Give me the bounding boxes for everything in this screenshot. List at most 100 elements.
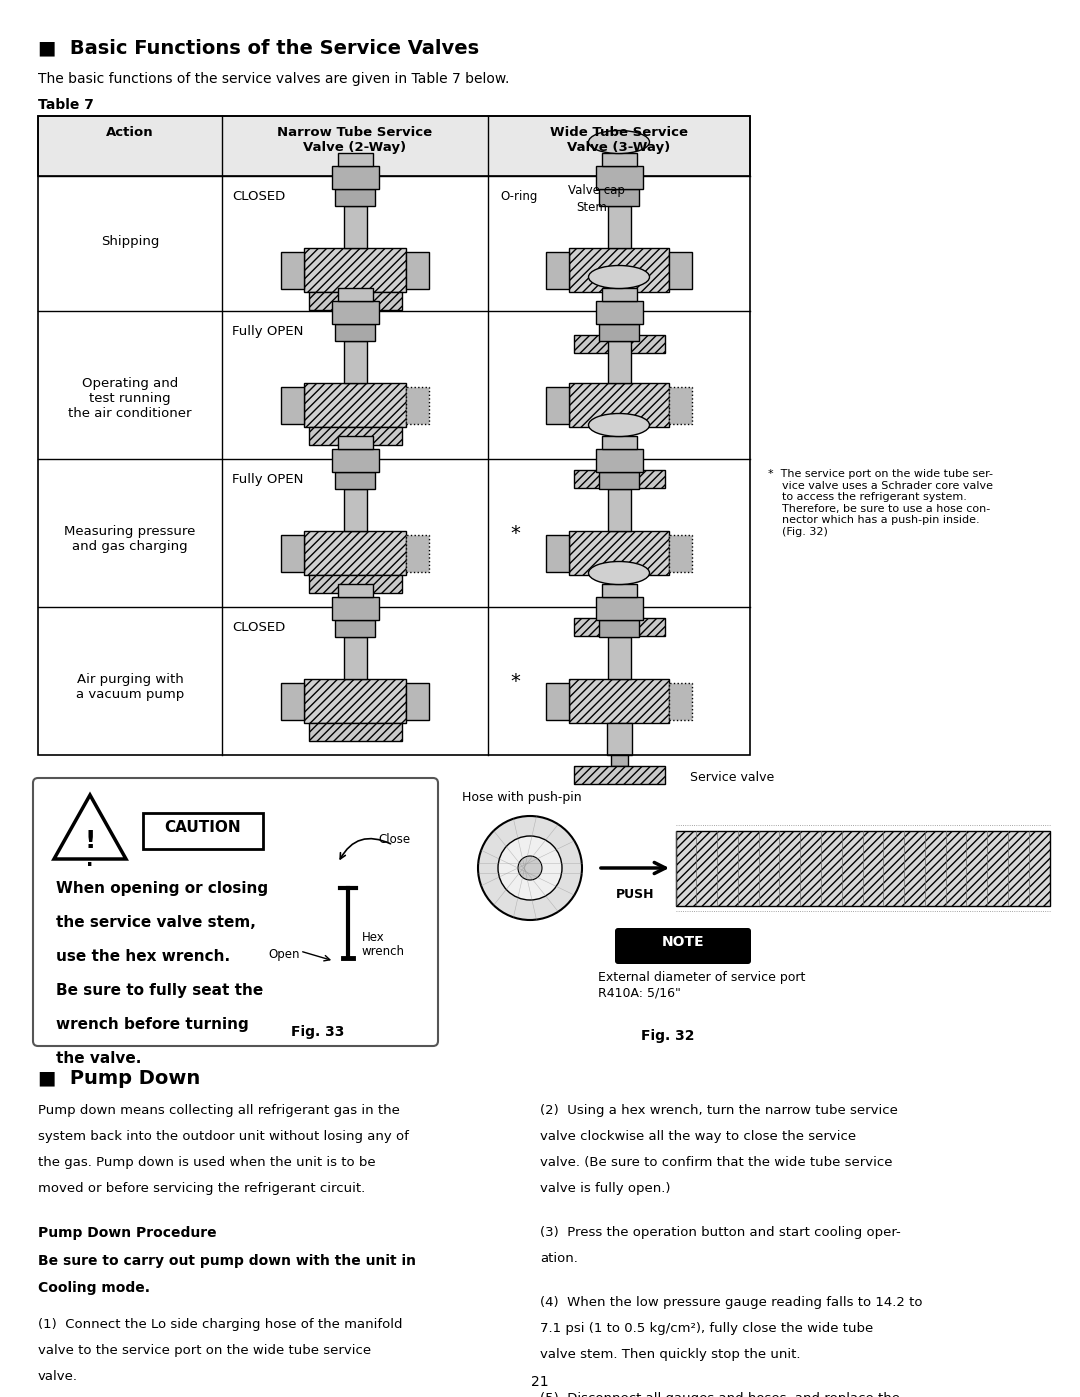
Text: Service valve: Service valve bbox=[690, 771, 774, 784]
Bar bbox=[608, 341, 631, 383]
Text: Hose with push-pin: Hose with push-pin bbox=[462, 791, 582, 805]
Bar bbox=[676, 831, 1050, 907]
Bar bbox=[569, 679, 669, 724]
Text: the service valve stem,: the service valve stem, bbox=[56, 915, 256, 930]
Bar bbox=[669, 251, 692, 289]
Text: Be sure to fully seat the: Be sure to fully seat the bbox=[56, 983, 264, 997]
Bar bbox=[573, 766, 665, 784]
Text: Narrow Tube Service
Valve (2-Way): Narrow Tube Service Valve (2-Way) bbox=[278, 126, 433, 154]
Bar bbox=[669, 535, 692, 571]
Text: Fig. 32: Fig. 32 bbox=[642, 1030, 694, 1044]
Bar bbox=[611, 754, 627, 766]
Bar bbox=[309, 724, 402, 740]
Polygon shape bbox=[54, 795, 126, 859]
Text: Air purging with
a vacuum pump: Air purging with a vacuum pump bbox=[76, 673, 184, 701]
Text: the valve.: the valve. bbox=[56, 1051, 141, 1066]
Bar bbox=[573, 335, 665, 353]
Bar bbox=[569, 249, 669, 292]
FancyBboxPatch shape bbox=[615, 928, 751, 964]
Bar bbox=[611, 608, 627, 617]
Bar bbox=[281, 535, 303, 571]
Bar bbox=[332, 166, 379, 189]
Text: *  The service port on the wide tube ser-
    vice valve uses a Schrader core va: * The service port on the wide tube ser-… bbox=[768, 469, 993, 536]
Bar bbox=[607, 576, 632, 608]
Bar bbox=[406, 387, 429, 425]
Text: O-ring: O-ring bbox=[500, 190, 538, 203]
Ellipse shape bbox=[589, 265, 649, 289]
Bar bbox=[335, 472, 375, 489]
Text: *: * bbox=[510, 524, 519, 542]
Ellipse shape bbox=[589, 414, 649, 436]
Text: wrench before turning: wrench before turning bbox=[56, 1017, 248, 1032]
Bar bbox=[309, 427, 402, 446]
Bar bbox=[596, 300, 643, 324]
Text: Fig. 33: Fig. 33 bbox=[292, 1025, 345, 1039]
Bar bbox=[573, 469, 665, 488]
Bar bbox=[602, 288, 637, 300]
Text: valve.: valve. bbox=[38, 1370, 78, 1383]
Text: valve. (Be sure to confirm that the wide tube service: valve. (Be sure to confirm that the wide… bbox=[540, 1155, 892, 1169]
Bar bbox=[546, 387, 569, 425]
Bar bbox=[338, 436, 373, 448]
Circle shape bbox=[478, 816, 582, 921]
Bar bbox=[332, 448, 379, 472]
Bar bbox=[599, 324, 639, 341]
Text: Valve cap: Valve cap bbox=[568, 184, 625, 197]
Bar bbox=[607, 292, 632, 324]
Bar bbox=[611, 324, 627, 335]
Bar bbox=[281, 387, 303, 425]
Text: Shipping: Shipping bbox=[100, 235, 159, 249]
Bar bbox=[602, 436, 637, 448]
Bar bbox=[338, 584, 373, 597]
Text: Action: Action bbox=[106, 126, 153, 138]
Text: Cooling mode.: Cooling mode. bbox=[38, 1281, 150, 1295]
Bar bbox=[406, 683, 429, 719]
Bar bbox=[608, 205, 631, 249]
Text: Pump down means collecting all refrigerant gas in the: Pump down means collecting all refrigera… bbox=[38, 1104, 400, 1118]
Bar bbox=[607, 724, 632, 754]
Text: CLOSED: CLOSED bbox=[232, 190, 285, 203]
FancyBboxPatch shape bbox=[33, 778, 438, 1046]
Ellipse shape bbox=[589, 562, 649, 584]
Bar bbox=[569, 531, 669, 576]
Text: valve is fully open.): valve is fully open.) bbox=[540, 1182, 671, 1194]
Bar bbox=[332, 300, 379, 324]
Bar bbox=[38, 116, 750, 754]
Text: (3)  Press the operation button and start cooling oper-: (3) Press the operation button and start… bbox=[540, 1227, 901, 1239]
Bar bbox=[596, 166, 643, 189]
Text: 21: 21 bbox=[531, 1375, 549, 1389]
Text: ■  Basic Functions of the Service Valves: ■ Basic Functions of the Service Valves bbox=[38, 38, 480, 57]
Bar bbox=[335, 620, 375, 637]
Bar bbox=[303, 383, 406, 427]
Text: (1)  Connect the Lo side charging hose of the manifold: (1) Connect the Lo side charging hose of… bbox=[38, 1317, 403, 1331]
Bar bbox=[599, 472, 639, 489]
Text: Stem: Stem bbox=[576, 201, 607, 214]
Bar bbox=[611, 460, 627, 469]
Text: External diameter of service port
R410A: 5/16": External diameter of service port R410A:… bbox=[598, 971, 806, 999]
Text: Pump Down Procedure: Pump Down Procedure bbox=[38, 1227, 217, 1241]
Text: The basic functions of the service valves are given in Table 7 below.: The basic functions of the service valve… bbox=[38, 73, 510, 87]
Bar bbox=[602, 584, 637, 597]
Circle shape bbox=[498, 835, 562, 900]
Bar bbox=[309, 292, 402, 310]
Text: *: * bbox=[510, 672, 519, 690]
Bar bbox=[608, 489, 631, 531]
Text: use the hex wrench.: use the hex wrench. bbox=[56, 949, 230, 964]
Bar bbox=[608, 637, 631, 679]
Text: CAUTION: CAUTION bbox=[164, 820, 241, 835]
Text: Be sure to carry out pump down with the unit in: Be sure to carry out pump down with the … bbox=[38, 1255, 416, 1268]
Bar bbox=[406, 535, 429, 571]
Text: !: ! bbox=[84, 828, 96, 854]
Bar bbox=[569, 383, 669, 427]
Text: NOTE: NOTE bbox=[662, 935, 704, 949]
Text: Hex: Hex bbox=[362, 930, 384, 944]
Bar bbox=[335, 324, 375, 341]
Bar bbox=[345, 341, 367, 383]
Text: When opening or closing: When opening or closing bbox=[56, 882, 268, 895]
Bar bbox=[303, 679, 406, 724]
Text: moved or before servicing the refrigerant circuit.: moved or before servicing the refrigeran… bbox=[38, 1182, 365, 1194]
Text: Fully OPEN: Fully OPEN bbox=[232, 326, 303, 338]
Text: (4)  When the low pressure gauge reading falls to 14.2 to: (4) When the low pressure gauge reading … bbox=[540, 1296, 922, 1309]
Bar bbox=[338, 154, 373, 166]
Text: 7.1 psi (1 to 0.5 kg/cm²), fully close the wide tube: 7.1 psi (1 to 0.5 kg/cm²), fully close t… bbox=[540, 1322, 874, 1336]
